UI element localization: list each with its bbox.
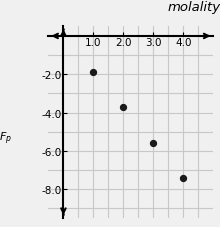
Point [152, 141, 155, 145]
Point [122, 106, 125, 109]
Text: $F_p$: $F_p$ [0, 130, 12, 146]
Point [182, 177, 185, 180]
Point [92, 70, 95, 74]
Text: molality: molality [167, 1, 220, 14]
